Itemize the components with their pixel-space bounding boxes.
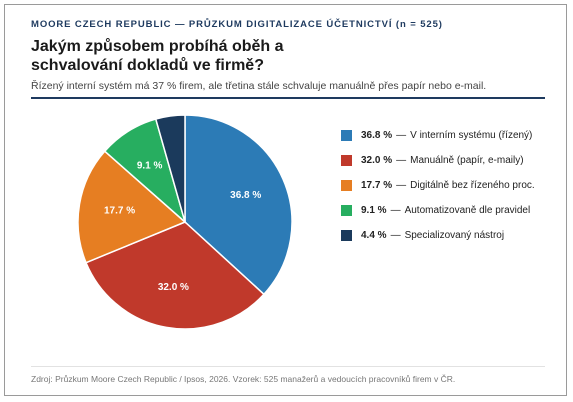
header-divider [31, 97, 545, 99]
footer-divider [31, 366, 545, 367]
legend-swatch-0 [341, 130, 352, 141]
chart-subtitle: Řízený interní systém má 37 % firem, ale… [31, 80, 487, 92]
pie-slice-4 [154, 114, 186, 223]
pie-slice-label-1: 32.0 % [158, 282, 189, 293]
legend-label-1: Manuálně (papír, e-maily) [410, 155, 524, 166]
legend-label-3: Automatizovaně dle pravidel [404, 205, 531, 216]
legend-label-2: Digitálně bez řízeného proc. [410, 180, 535, 191]
legend-separator-4: — [390, 230, 401, 241]
pie-slice-0 [184, 114, 293, 296]
survey-kicker: MOORE CZECH REPUBLIC — PRŮZKUM DIGITALIZ… [31, 19, 443, 30]
chart-title: Jakým způsobem probíhá oběh a schvalován… [31, 38, 284, 74]
legend-value-2: 17.7 % [361, 180, 393, 191]
legend-swatch-1 [341, 155, 352, 166]
chart-legend: 36.8 % — V interním systému (řízený) 32.0 %… [341, 123, 535, 248]
legend-label-4: Specializovaný nástroj [404, 230, 505, 241]
pie-slice-1 [85, 221, 265, 330]
legend-swatch-3 [341, 205, 352, 216]
legend-separator-1: — [396, 155, 407, 166]
legend-swatch-4 [341, 230, 352, 241]
legend-label-0: V interním systému (řízený) [410, 130, 533, 141]
pie-chart: 36.8 % 32.0 % 17.7 % 9.1 % [77, 114, 293, 330]
pie-slice-label-2: 17.7 % [104, 206, 135, 217]
pie-slice-label-0: 36.8 % [230, 190, 261, 201]
legend-separator-2: — [396, 180, 407, 191]
chart-card: MOORE CZECH REPUBLIC — PRŮZKUM DIGITALIZ… [4, 4, 567, 396]
legend-value-4: 4.4 % [361, 230, 387, 241]
legend-item-3: 9.1 % — Automatizovaně dle pravidel [341, 198, 535, 223]
legend-separator-3: — [390, 205, 401, 216]
legend-item-1: 32.0 % — Manuálně (papír, e-maily) [341, 148, 535, 173]
legend-value-1: 32.0 % [361, 155, 393, 166]
legend-swatch-2 [341, 180, 352, 191]
legend-item-0: 36.8 % — V interním systému (řízený) [341, 123, 535, 148]
legend-item-2: 17.7 % — Digitálně bez řízeného proc. [341, 173, 535, 198]
pie-slice-label-3: 9.1 % [137, 161, 163, 172]
pie-slice-2 [77, 150, 187, 264]
legend-value-0: 36.8 % [361, 130, 393, 141]
legend-value-3: 9.1 % [361, 205, 387, 216]
legend-item-4: 4.4 % — Specializovaný nástroj [341, 223, 535, 248]
legend-separator-0: — [396, 130, 407, 141]
source-note: Zdroj: Průzkum Moore Czech Republic / Ip… [31, 374, 456, 384]
